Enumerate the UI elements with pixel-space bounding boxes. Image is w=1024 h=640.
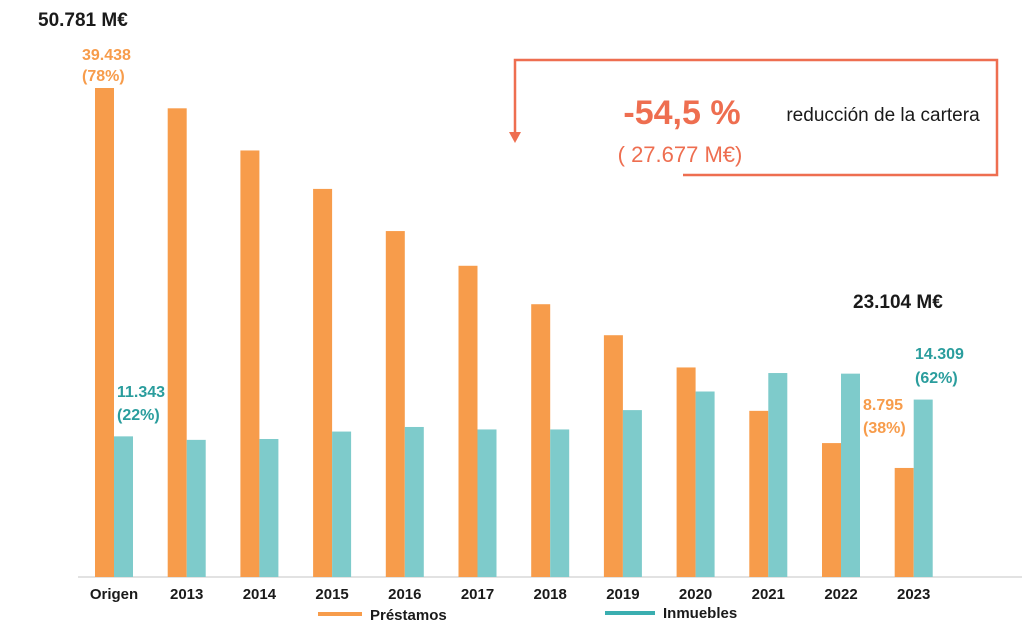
inmuebles-start-value: 11.343 bbox=[117, 384, 165, 401]
bar-inmuebles-2016 bbox=[404, 426, 424, 577]
bar-prestamos-2020 bbox=[676, 367, 696, 577]
bar-inmuebles-origen bbox=[114, 436, 133, 577]
x-tick-label: 2014 bbox=[243, 586, 277, 603]
reduction-arrowhead bbox=[509, 132, 521, 143]
bar-inmuebles-2019 bbox=[622, 410, 642, 577]
x-tick-label: 2023 bbox=[897, 586, 930, 603]
reduction-text: reducción de la cartera bbox=[786, 105, 980, 126]
reduction-amount: ( 27.677 M€) bbox=[618, 142, 743, 167]
prestamos-end-pct: (38%) bbox=[863, 420, 906, 437]
inmuebles-end-pct: (62%) bbox=[915, 370, 958, 387]
x-tick-label: 2021 bbox=[752, 586, 785, 603]
bar-prestamos-2021 bbox=[749, 410, 769, 577]
legend-label-prestamos: Préstamos bbox=[370, 607, 447, 624]
bar-inmuebles-2014 bbox=[259, 438, 279, 577]
x-tick-label: 2015 bbox=[315, 586, 348, 603]
bar-prestamos-2017 bbox=[458, 265, 478, 577]
reduction-bracket bbox=[513, 58, 999, 177]
bar-inmuebles-2023 bbox=[913, 399, 933, 577]
reduction-percentage: -54,5 % bbox=[623, 94, 740, 132]
bar-inmuebles-2020 bbox=[695, 391, 715, 577]
bar-inmuebles-2015 bbox=[332, 431, 352, 577]
bar-inmuebles-2022 bbox=[841, 373, 860, 577]
x-tick-label: 2019 bbox=[606, 586, 639, 603]
x-tick-label: 2022 bbox=[824, 586, 857, 603]
bar-prestamos-origen bbox=[95, 88, 114, 577]
bar-prestamos-2013 bbox=[167, 108, 187, 577]
prestamos-end-value: 8.795 bbox=[863, 397, 903, 414]
bar-prestamos-2014 bbox=[240, 150, 260, 577]
bar-inmuebles-2013 bbox=[186, 439, 206, 577]
x-tick-label: Origen bbox=[90, 586, 138, 603]
x-tick-label: 2016 bbox=[388, 586, 421, 603]
x-tick-label: 2018 bbox=[534, 586, 567, 603]
bar-prestamos-2023 bbox=[894, 467, 914, 577]
x-tick-label: 2020 bbox=[679, 586, 712, 603]
inmuebles-end-value: 14.309 bbox=[915, 346, 964, 363]
bar-prestamos-2018 bbox=[531, 304, 551, 577]
start-total-label: 50.781 M€ bbox=[38, 10, 128, 31]
bar-prestamos-2022 bbox=[822, 443, 841, 577]
bar-prestamos-2016 bbox=[385, 231, 405, 577]
prestamos-start-value: 39.438 bbox=[82, 47, 131, 64]
x-tick-label: 2013 bbox=[170, 586, 203, 603]
bars-group bbox=[95, 88, 933, 577]
prestamos-start-pct: (78%) bbox=[82, 68, 125, 85]
legend-label-inmuebles: Inmuebles bbox=[663, 605, 737, 622]
legend: Préstamos Inmuebles bbox=[318, 605, 737, 624]
bar-inmuebles-2021 bbox=[768, 373, 788, 577]
x-tick-label: 2017 bbox=[461, 586, 494, 603]
x-tick-labels: Origen 2013 2014 2015 2016 2017 2018 2019 2020 20… bbox=[90, 586, 931, 603]
bar-inmuebles-2017 bbox=[477, 429, 497, 577]
inmuebles-start-pct: (22%) bbox=[117, 407, 160, 424]
end-total-label: 23.104 M€ bbox=[853, 292, 943, 313]
bar-prestamos-2015 bbox=[313, 188, 333, 577]
bar-inmuebles-2018 bbox=[550, 429, 570, 577]
bar-prestamos-2019 bbox=[603, 335, 623, 577]
